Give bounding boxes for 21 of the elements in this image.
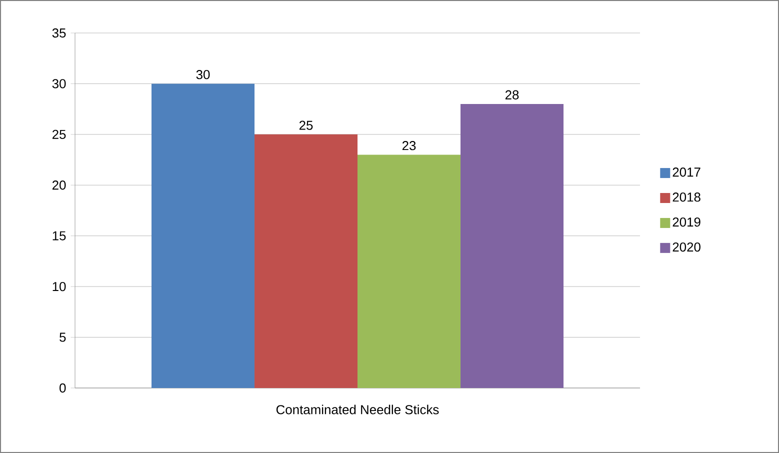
y-tick-label: 35 [52, 28, 66, 38]
y-tick-label: 30 [52, 79, 66, 88]
data-label: 28 [505, 90, 519, 100]
bar [254, 134, 358, 388]
legend-label: 2017 [672, 168, 700, 177]
legend-label: 2020 [672, 242, 700, 252]
legend-label: 2018 [672, 192, 700, 202]
y-tick-label: 10 [52, 282, 66, 292]
y-tick-label: 20 [52, 180, 66, 190]
data-label: 25 [299, 120, 313, 130]
data-label: 23 [402, 141, 416, 150]
y-tick-label: 25 [52, 130, 66, 139]
bar [460, 104, 564, 388]
y-tick-label: 0 [60, 383, 66, 393]
legend-label: 2019 [672, 217, 700, 227]
y-tick-label: 5 [60, 332, 66, 342]
bar [152, 84, 255, 388]
y-tick-label: 15 [52, 231, 66, 240]
data-label: 30 [196, 70, 210, 80]
x-tick-label: Contaminated Needle Sticks [276, 404, 439, 414]
bar [358, 154, 461, 388]
